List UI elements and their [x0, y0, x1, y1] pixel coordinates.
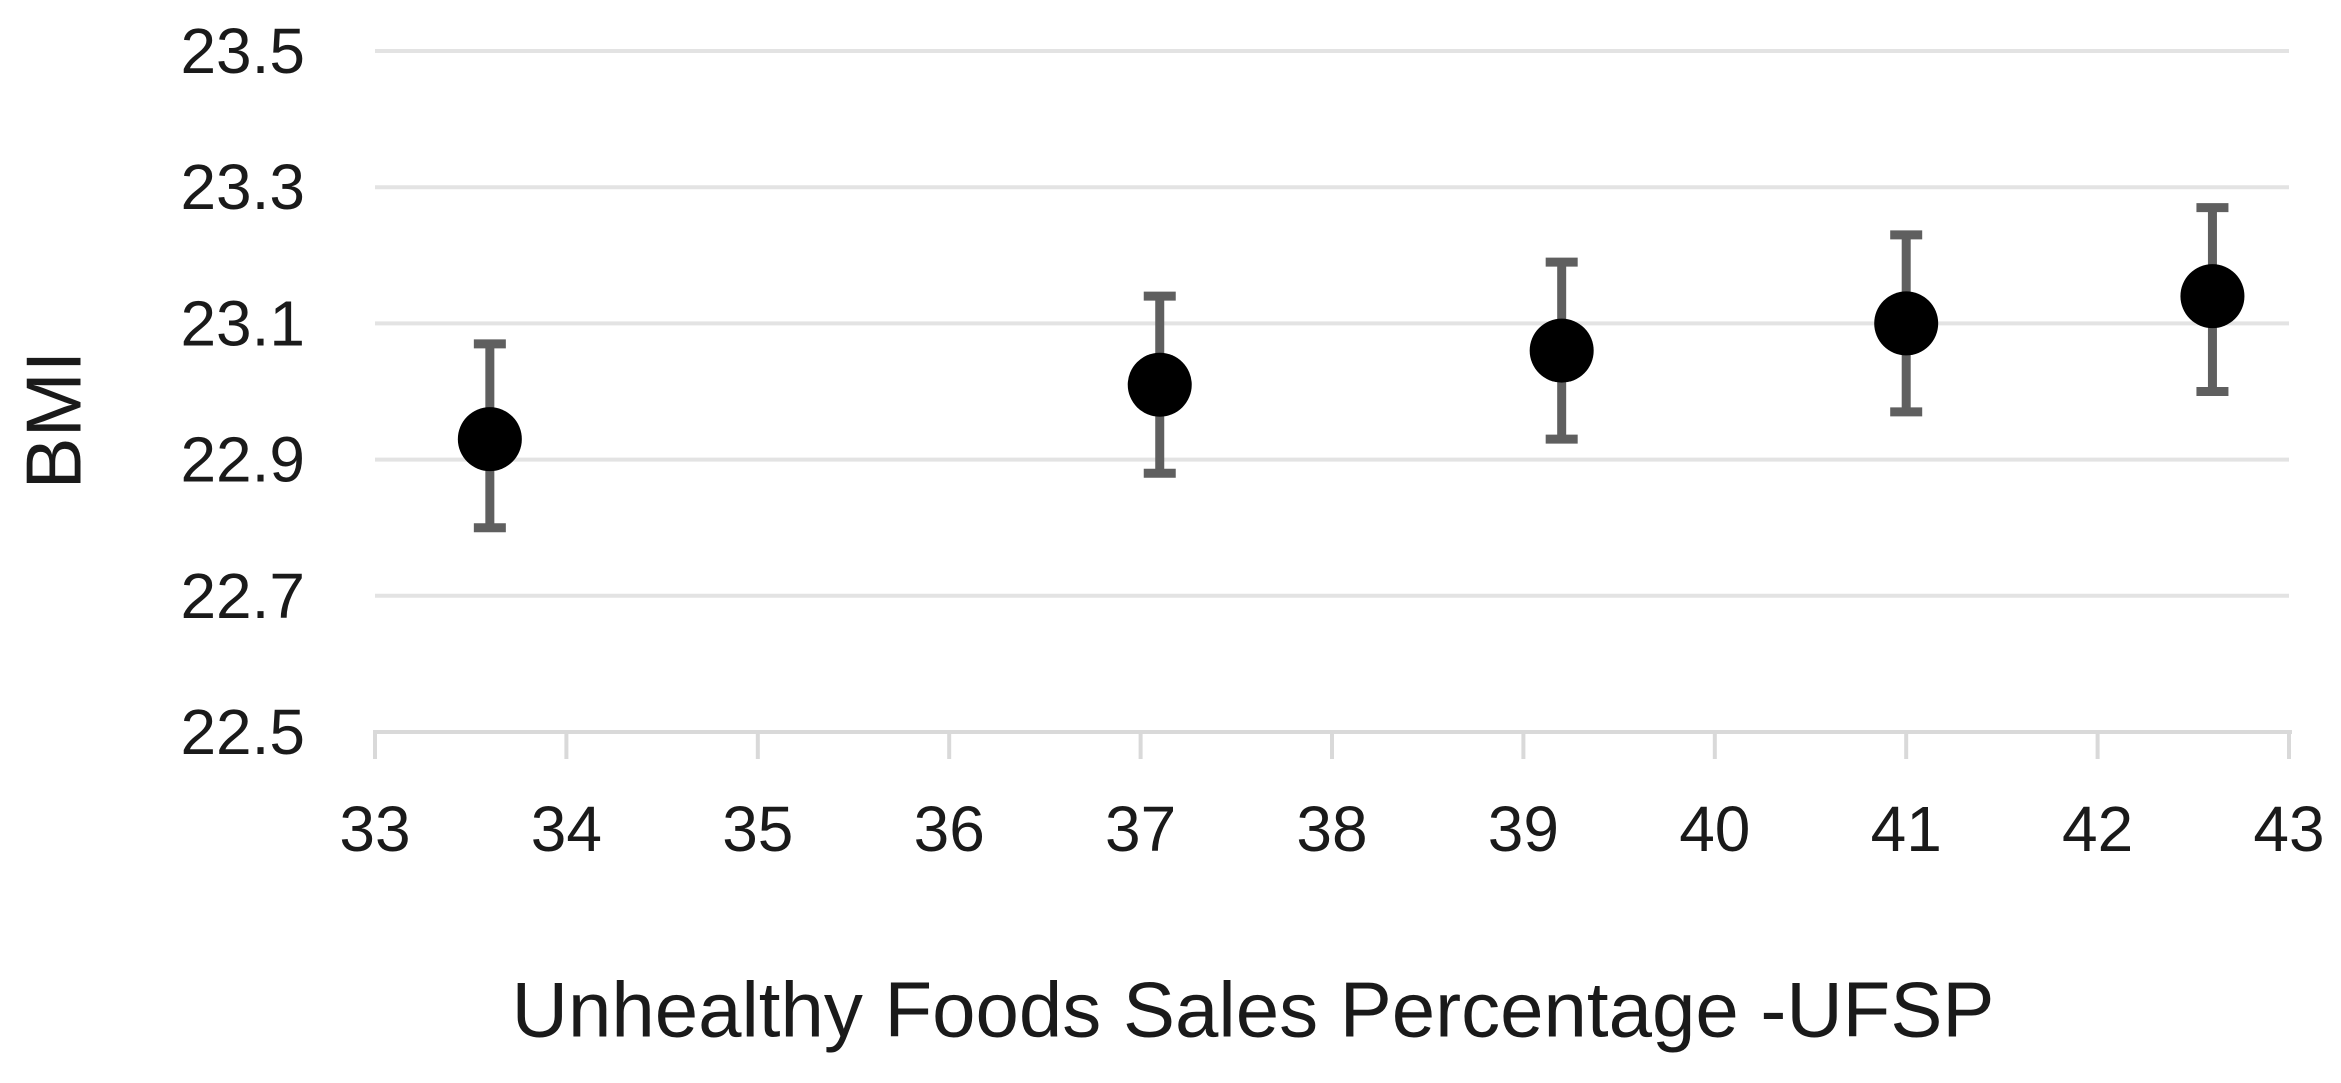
x-tick-label: 39: [1488, 793, 1559, 865]
x-tick-label: 34: [531, 793, 602, 865]
x-tick-label: 33: [339, 793, 410, 865]
data-point-marker: [2180, 264, 2245, 329]
data-point-marker: [457, 407, 522, 472]
y-tick-label: 22.7: [180, 560, 305, 632]
x-tick-label: 40: [1679, 793, 1750, 865]
y-axis-title: BMI: [9, 350, 98, 490]
x-tick-label: 41: [1871, 793, 1942, 865]
data-point-marker: [1127, 352, 1192, 417]
y-tick-label: 22.5: [180, 696, 305, 768]
x-tick-label: 35: [722, 793, 793, 865]
x-tick-label: 36: [914, 793, 985, 865]
y-tick-label: 23.5: [180, 15, 305, 87]
data-point-marker: [1874, 291, 1939, 356]
y-tick-label: 23.3: [180, 151, 305, 223]
x-tick-label: 38: [1296, 793, 1367, 865]
y-tick-label: 23.1: [180, 287, 305, 359]
x-axis-title: Unhealthy Foods Sales Percentage -UFSP: [511, 965, 1995, 1054]
x-tick-label: 42: [2062, 793, 2133, 865]
y-tick-label: 22.9: [180, 424, 305, 496]
data-point-marker: [1529, 318, 1594, 383]
x-tick-label: 37: [1105, 793, 1176, 865]
x-tick-label: 43: [2253, 793, 2324, 865]
